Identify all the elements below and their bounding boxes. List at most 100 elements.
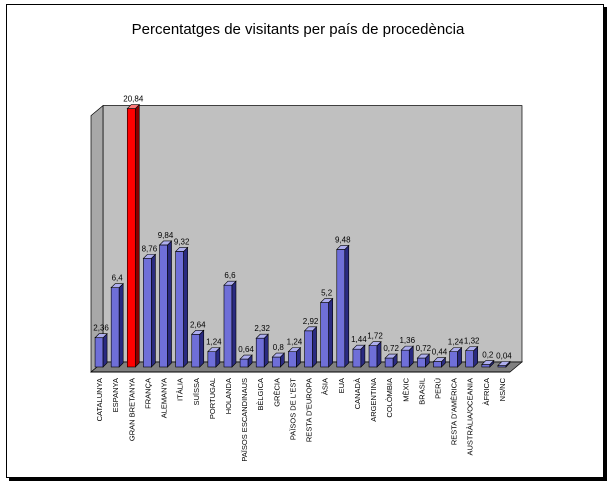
bar-top-8 xyxy=(223,280,237,286)
bar-12 xyxy=(288,351,297,368)
bar-top-20 xyxy=(416,353,431,359)
bar-top-13 xyxy=(303,326,318,332)
x-tick-label-1: ESPANYA xyxy=(111,378,120,412)
chart-title: Percentatges de visitants per país de pr… xyxy=(132,21,465,38)
bar-17 xyxy=(368,345,378,368)
bar-24 xyxy=(481,364,491,368)
bar-top-16 xyxy=(352,344,366,350)
bar-side-3 xyxy=(151,253,156,368)
bar-top-1 xyxy=(110,283,124,288)
bar-8 xyxy=(223,284,233,368)
x-tick-label-2: GRAN BRETANYA xyxy=(127,378,136,441)
x-tick-label-25: NS/NC xyxy=(498,377,507,401)
bar-side-4 xyxy=(167,240,172,368)
bar-2 xyxy=(126,108,136,368)
bar-6 xyxy=(191,333,201,368)
bar-9 xyxy=(239,358,249,368)
x-tick-label-19: MÈXIC xyxy=(401,377,410,401)
data-label-8: 6,6 xyxy=(224,271,236,280)
bar-top-9 xyxy=(239,354,253,360)
bar-top-21 xyxy=(432,357,447,362)
data-label-23: 1,32 xyxy=(464,337,480,346)
bar-top-4 xyxy=(158,240,173,246)
x-tick-label-3: FRANÇA xyxy=(143,378,152,409)
bar-16 xyxy=(352,348,362,368)
x-tick-label-10: BÈLGICA xyxy=(256,378,265,411)
bar-13 xyxy=(304,330,313,368)
data-label-6: 2,64 xyxy=(190,320,206,329)
bar-top-0 xyxy=(94,333,108,339)
data-label-9: 0,64 xyxy=(238,345,254,354)
data-label-12: 1,24 xyxy=(287,338,303,347)
x-tick-label-20: BRASIL xyxy=(417,378,426,405)
data-label-16: 1,44 xyxy=(351,335,367,344)
bar-0 xyxy=(94,337,104,368)
data-label-11: 0,8 xyxy=(273,343,285,352)
data-label-5: 9,32 xyxy=(174,237,190,246)
bar-top-10 xyxy=(255,333,269,339)
x-tick-label-16: CANADÀ xyxy=(353,378,362,409)
bar-side-5 xyxy=(183,246,188,368)
x-tick-label-11: GRÈCIA xyxy=(272,378,281,407)
x-tick-label-18: COLÒMBIA xyxy=(385,378,394,418)
bar-top-15 xyxy=(336,245,350,250)
x-tick-label-0: CATALUNYA xyxy=(95,378,104,421)
data-label-10: 2,32 xyxy=(254,324,270,333)
x-tick-label-21: PERÚ xyxy=(433,378,442,399)
x-tick-label-15: EUA xyxy=(337,378,346,393)
bar-top-2 xyxy=(126,104,141,109)
data-label-2: 20,84 xyxy=(123,95,144,104)
data-label-15: 9,48 xyxy=(335,235,351,244)
x-tick-label-5: ITÀLIA xyxy=(176,378,185,401)
bar-10 xyxy=(255,337,265,368)
bar-top-25 xyxy=(497,361,511,366)
bar-side-14 xyxy=(328,297,333,368)
bar-top-24 xyxy=(481,360,495,365)
data-label-4: 9,84 xyxy=(158,231,174,240)
data-label-1: 6,4 xyxy=(112,274,124,283)
bar-15 xyxy=(336,249,346,368)
bar-top-17 xyxy=(368,341,382,346)
bar-side-1 xyxy=(118,282,124,368)
x-tick-label-9: PAÏSOS ESCANDINAUS xyxy=(240,378,249,462)
bar-side-10 xyxy=(263,333,269,368)
data-label-18: 0,72 xyxy=(383,344,399,353)
bar-top-11 xyxy=(271,352,286,358)
bar-4 xyxy=(159,244,168,368)
bar-side-2 xyxy=(134,103,140,368)
x-tick-label-23: AUSTRÀLIA/OCEANIA xyxy=(466,378,475,456)
bar-side-15 xyxy=(344,244,350,368)
data-label-3: 8,76 xyxy=(142,244,158,253)
data-label-25: 0,04 xyxy=(496,352,512,361)
bar-top-14 xyxy=(319,298,334,303)
bar-18 xyxy=(384,357,394,368)
bar-1 xyxy=(110,287,120,368)
data-label-24: 0,2 xyxy=(482,351,494,360)
bar-3 xyxy=(143,258,152,368)
bar-14 xyxy=(320,302,329,368)
x-tick-label-17: ARGENTINA xyxy=(369,378,378,422)
data-label-17: 1,72 xyxy=(367,332,383,341)
bar-top-23 xyxy=(464,346,479,351)
bar-top-22 xyxy=(448,347,463,352)
bar-21 xyxy=(433,361,442,368)
bar-19 xyxy=(400,349,410,368)
bar-top-7 xyxy=(207,347,221,352)
bar-20 xyxy=(417,357,426,368)
data-label-7: 1,24 xyxy=(206,338,222,347)
data-label-13: 2,92 xyxy=(303,317,319,326)
data-label-20: 0,72 xyxy=(416,344,432,353)
bar-top-3 xyxy=(142,254,157,259)
x-tick-label-8: HOLANDA xyxy=(224,378,233,414)
x-tick-label-12: PAÏSOS DE L'EST xyxy=(288,378,297,441)
data-label-22: 1,24 xyxy=(448,338,464,347)
bar-side-8 xyxy=(231,280,237,368)
bar-11 xyxy=(272,356,281,368)
bar-top-6 xyxy=(191,329,205,335)
bar-top-5 xyxy=(174,247,189,252)
plot-area: 2,36 CATALUNYA 6,4 ESPANYA 20,84 GRAN BRETANY… xyxy=(90,95,523,462)
bar-7 xyxy=(207,351,217,368)
data-label-19: 1,36 xyxy=(399,336,415,345)
x-tick-label-24: ÀFRICA xyxy=(482,378,491,406)
